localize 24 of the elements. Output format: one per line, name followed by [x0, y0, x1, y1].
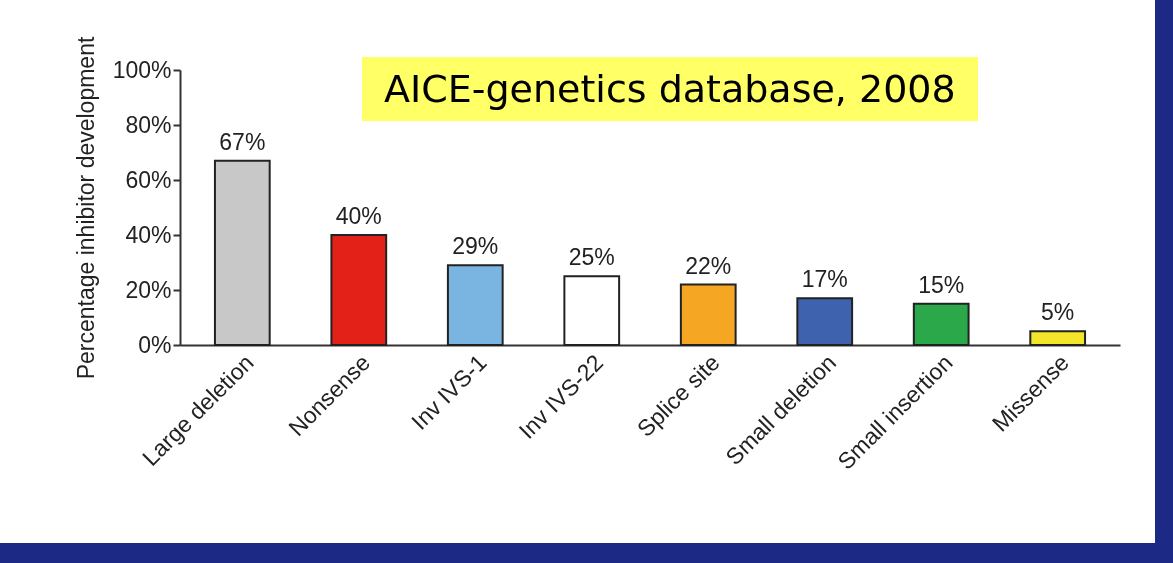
bar: [796, 297, 854, 346]
data-label: 22%: [685, 252, 732, 279]
y-tick-label: 0%: [138, 331, 172, 358]
bar: [1029, 330, 1087, 346]
data-label: 15%: [918, 271, 965, 298]
bar: [446, 264, 504, 346]
data-label: 5%: [1041, 299, 1075, 326]
bar: [912, 302, 970, 346]
y-tick-label: 20%: [125, 276, 172, 303]
annotation: AICE-genetics database, 2008: [362, 57, 978, 121]
y-axis-title: Percentage inhibitor development: [72, 36, 99, 380]
data-label: 25%: [568, 244, 615, 271]
data-label: 40%: [335, 203, 382, 229]
bar: [330, 234, 388, 346]
bar: [563, 275, 621, 346]
data-label: 29%: [452, 233, 499, 260]
y-tick-label: 60%: [125, 166, 172, 193]
data-label: 17%: [801, 266, 848, 293]
bar: [213, 159, 271, 346]
data-label: 67%: [219, 128, 266, 155]
bar: [679, 283, 737, 346]
y-tick-label: 40%: [125, 221, 172, 248]
y-tick-label: 100%: [112, 56, 172, 83]
y-tick-label: 80%: [125, 111, 172, 138]
